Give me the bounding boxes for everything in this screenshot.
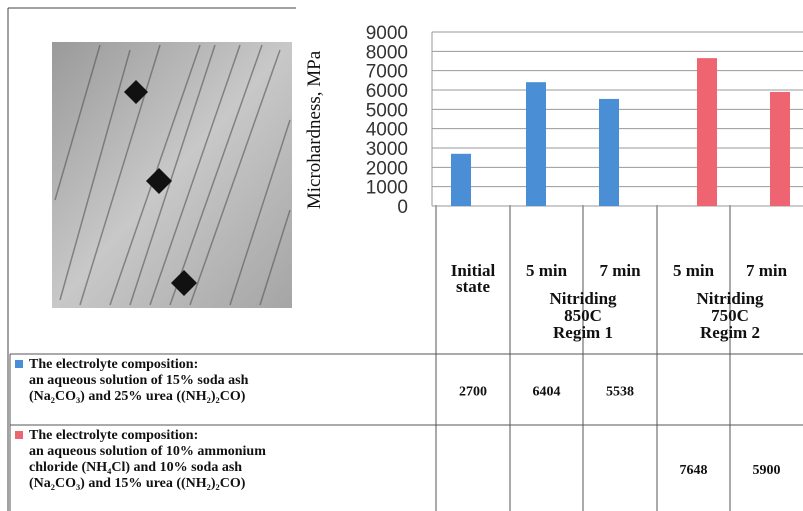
table-value: 7648	[680, 463, 708, 478]
micrograph	[52, 42, 292, 308]
legend-label: The electrolyte composition:an aqueous s…	[29, 428, 266, 491]
bar	[451, 154, 471, 206]
y-tick-label: 5000	[366, 100, 408, 121]
y-tick-label: 4000	[366, 120, 408, 141]
x-tick-label: 5 min	[673, 261, 715, 280]
text-line: (Na₂CO₃) and 15% urea ((NH₂)₂CO)	[29, 476, 246, 491]
y-axis-label: Microhardness, MPa	[304, 50, 325, 209]
y-tick-label: 7000	[366, 62, 408, 83]
x-tick-label: 7 min	[746, 261, 788, 280]
bar	[526, 82, 546, 206]
table-value: 2700	[459, 385, 487, 400]
text-line: (Na₂CO₃) and 25% urea ((NH₂)₂CO)	[29, 389, 246, 404]
text-line: chloride (NH₄Cl) and 10% soda ash	[29, 460, 242, 475]
text-line: state	[456, 277, 490, 296]
y-tick-label: 9000	[366, 23, 408, 44]
y-tick-label: 8000	[366, 42, 408, 63]
legend-label: The electrolyte composition:an aqueous s…	[29, 357, 249, 404]
y-tick-label: 2000	[366, 158, 408, 179]
text-line: Regim 1	[553, 323, 613, 342]
text-line: The electrolyte composition:	[29, 357, 198, 372]
text-line: an aqueous solution of 10% ammonium	[29, 444, 266, 459]
legend-swatch	[15, 360, 23, 368]
legend-swatch	[15, 431, 23, 439]
x-tick-label: 5 min	[526, 261, 568, 280]
chart: Microhardness, MPa 010002000300040005000…	[0, 0, 803, 511]
bar	[770, 92, 790, 206]
y-tick-label: 6000	[366, 81, 408, 102]
text-line: The electrolyte composition:	[29, 428, 198, 443]
y-tick-label: 1000	[366, 178, 408, 199]
table-value: 6404	[533, 385, 561, 400]
text-line: an aqueous solution of 15% soda ash	[29, 373, 249, 388]
text-line: Regim 2	[700, 323, 760, 342]
y-tick-label: 0	[397, 197, 408, 218]
table-value: 5900	[753, 463, 781, 478]
bar	[599, 99, 619, 206]
y-tick-label: 3000	[366, 139, 408, 160]
table-value: 5538	[606, 385, 634, 400]
x-tick-label: 7 min	[599, 261, 641, 280]
bar	[697, 58, 717, 206]
